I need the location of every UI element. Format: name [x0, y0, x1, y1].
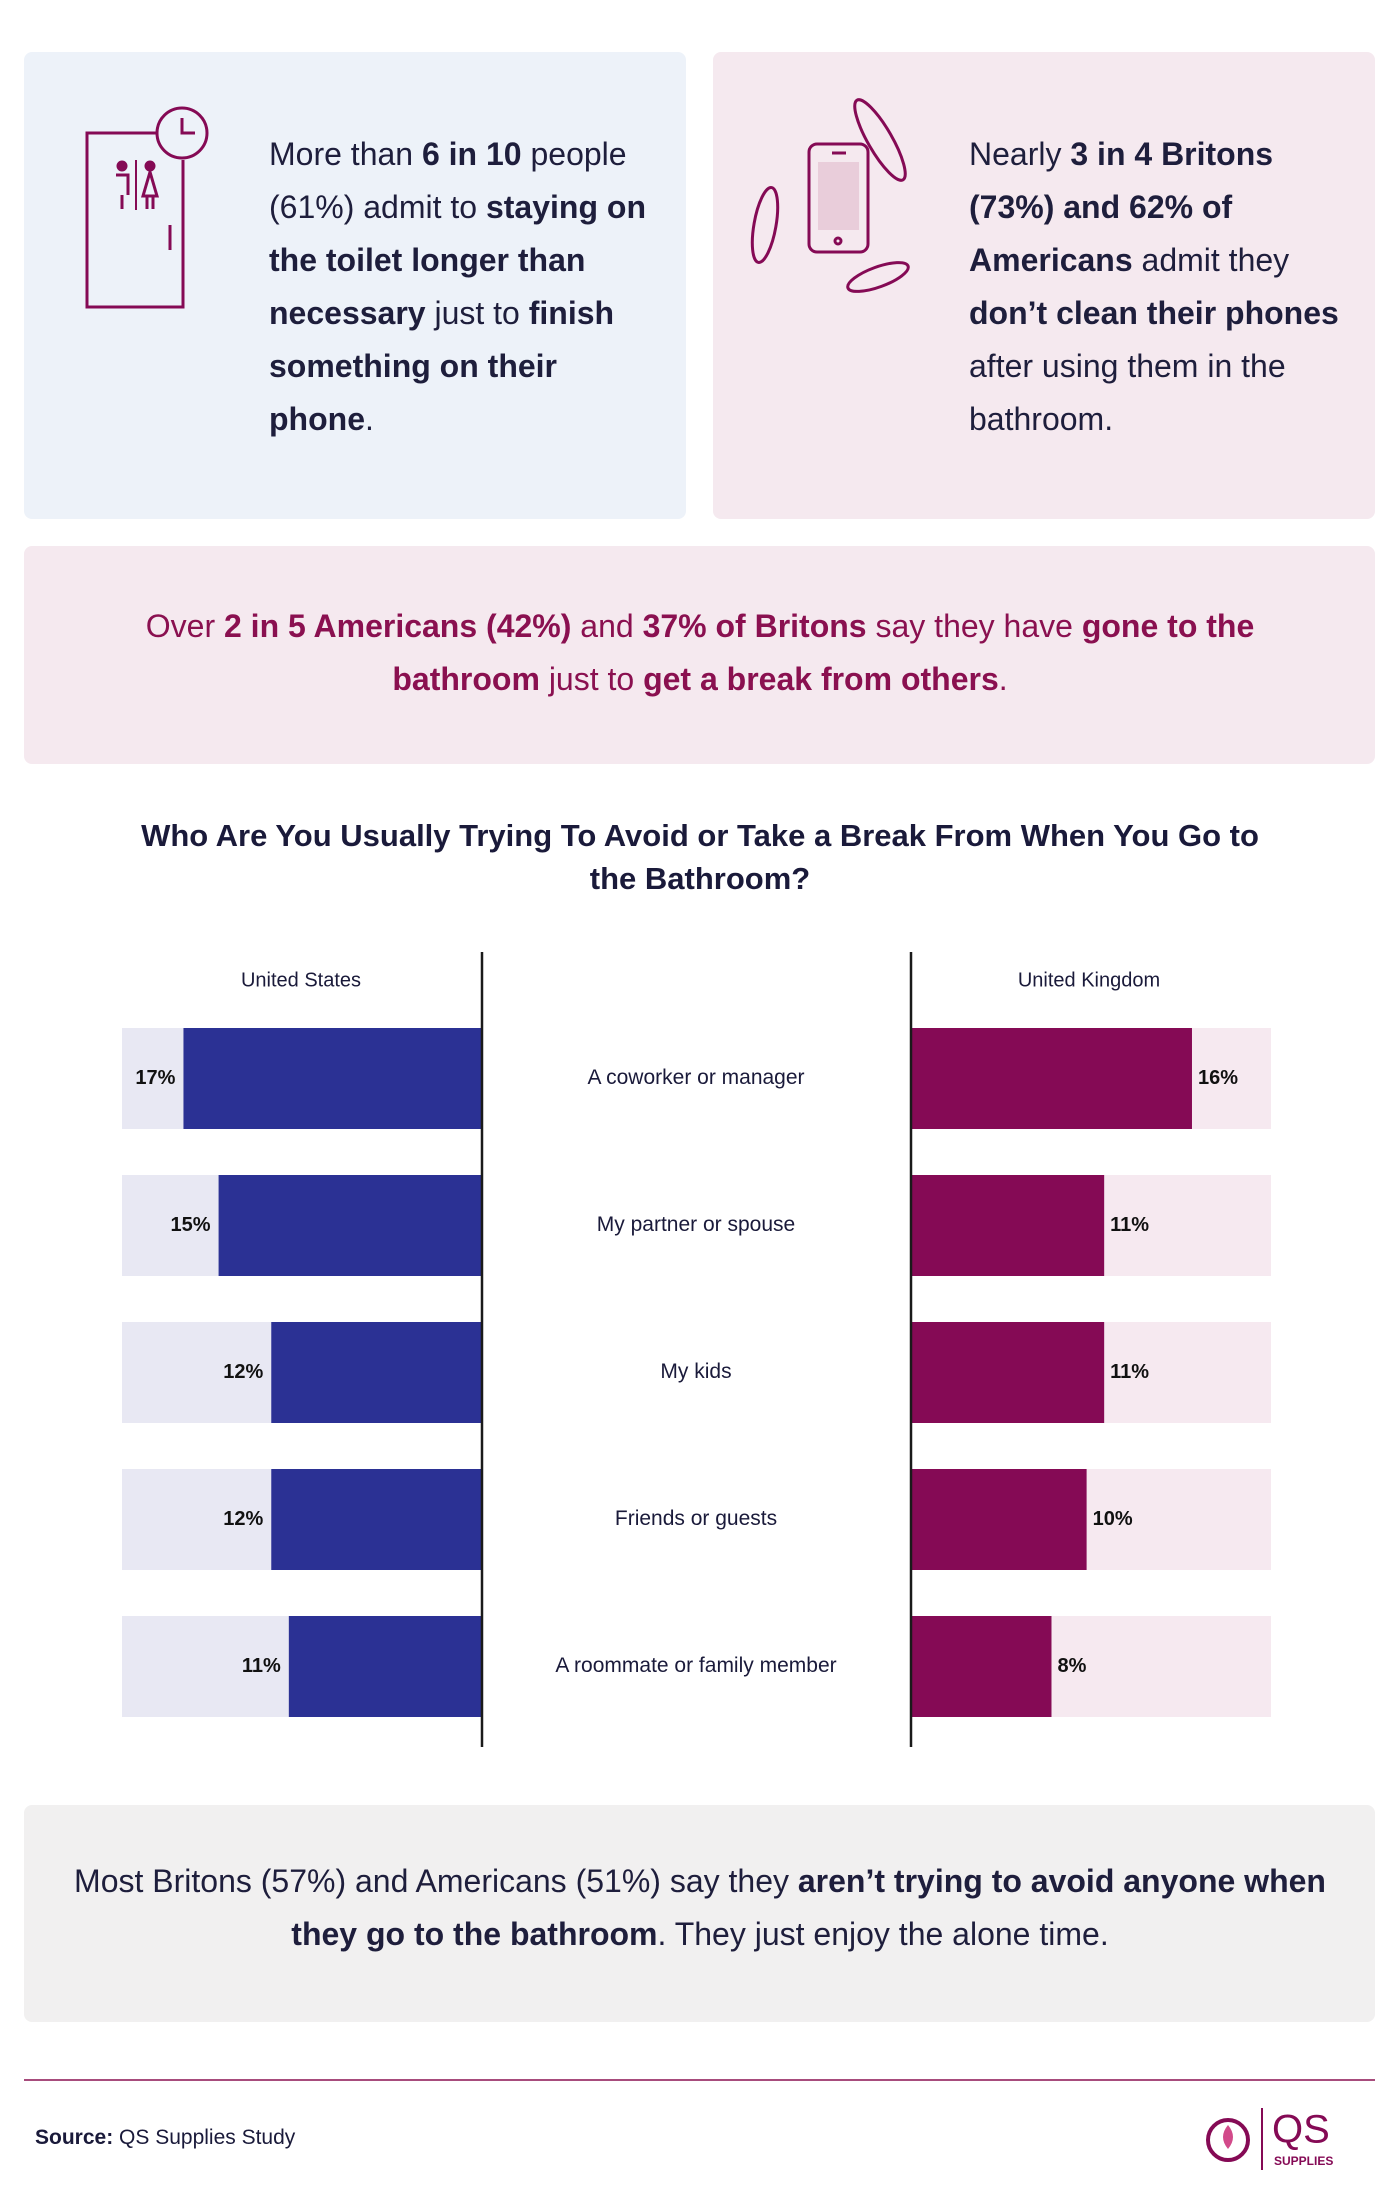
source: Source: QS Supplies Study — [35, 2126, 296, 2149]
door-icon — [85, 106, 209, 309]
bold-text: get a break from others — [643, 661, 999, 697]
bold-text: gone to the bathroom — [392, 608, 1255, 697]
bold-text: staying on the toilet longer than necess… — [269, 189, 646, 331]
logo-tagline: SUPPLIES — [1274, 2154, 1333, 2168]
card — [24, 1805, 1375, 2022]
bold-text: don’t clean their phones — [969, 295, 1339, 331]
bold-text: 6 in 10 — [421, 136, 522, 172]
value-label: 12% — [223, 1361, 263, 1383]
bar — [911, 1175, 1105, 1276]
bold-text: 37% of Britons — [642, 608, 867, 644]
legend-label: United States — [241, 969, 361, 991]
value-label: 16% — [1198, 1067, 1238, 1089]
category-label: A coworker or manager — [587, 1066, 804, 1089]
category-label: My kids — [660, 1360, 731, 1383]
text: people (61%) admit to — [269, 136, 627, 225]
bar — [183, 1028, 482, 1129]
value-label: 10% — [1093, 1508, 1133, 1530]
text: . — [364, 401, 374, 437]
fact-text: Most Britons (57%) and Americans (51%) s… — [70, 1855, 1330, 1961]
logo-name: QS — [1272, 2108, 1330, 2152]
logo-icon — [1206, 2118, 1250, 2162]
bold-text: 2 in 5 Americans (42%) — [223, 608, 572, 644]
bar — [271, 1469, 482, 1570]
card — [24, 52, 686, 519]
logo-icon — [1223, 2125, 1233, 2149]
legend-label: United Kingdom — [1018, 969, 1160, 991]
text: More than — [269, 136, 422, 172]
logo: QS SUPPLIES — [1206, 2108, 1333, 2170]
category-label: My partner or spouse — [597, 1213, 795, 1236]
bold-text: 3 in 4 Britons (73%) and 62% of American… — [969, 136, 1274, 278]
source-text: QS Supplies Study — [113, 2126, 296, 2149]
value-label: 12% — [223, 1508, 263, 1530]
bar — [911, 1322, 1105, 1423]
text: Nearly — [969, 136, 1071, 172]
text: . — [998, 661, 1008, 697]
value-label: 15% — [171, 1214, 211, 1236]
category-label: Friends or guests — [615, 1507, 777, 1530]
text: . They just enjoy the alone time. — [657, 1916, 1109, 1952]
text: just to — [425, 295, 529, 331]
bold-text: aren’t trying to avoid anyone when they … — [291, 1863, 1326, 1952]
card — [713, 52, 1375, 519]
text: just to — [539, 661, 644, 697]
fact-text: More than 6 in 10 people (61%) admit to … — [269, 128, 664, 446]
value-label: 11% — [1110, 1214, 1149, 1236]
value-label: 11% — [242, 1655, 281, 1677]
bar — [288, 1616, 482, 1717]
text: say they have — [866, 608, 1082, 644]
text: and — [571, 608, 643, 644]
value-label: 17% — [135, 1067, 175, 1089]
bar — [218, 1175, 482, 1276]
value-label: 11% — [1110, 1361, 1149, 1383]
source-label: Source: — [35, 2126, 113, 2149]
bar — [911, 1469, 1087, 1570]
category-label: A roommate or family member — [555, 1654, 836, 1677]
chart-title: Who Are You Usually Trying To Avoid or T… — [141, 818, 1259, 896]
bar — [911, 1616, 1052, 1717]
text: Over — [145, 608, 224, 644]
bar — [271, 1322, 482, 1423]
fact-text: Nearly 3 in 4 Britons (73%) and 62% of A… — [969, 128, 1339, 446]
card — [24, 546, 1375, 764]
text: admit they — [1132, 242, 1290, 278]
bold-text: finish something on their phone — [269, 295, 615, 437]
phone-icon — [750, 98, 910, 293]
bar — [911, 1028, 1192, 1129]
text: Most Britons (57%) and Americans (51%) s… — [74, 1863, 798, 1899]
value-label: 8% — [1057, 1655, 1086, 1677]
fact-text: Over 2 in 5 Americans (42%) and 37% of B… — [100, 600, 1300, 706]
text: after using them in the bathroom. — [969, 348, 1286, 437]
